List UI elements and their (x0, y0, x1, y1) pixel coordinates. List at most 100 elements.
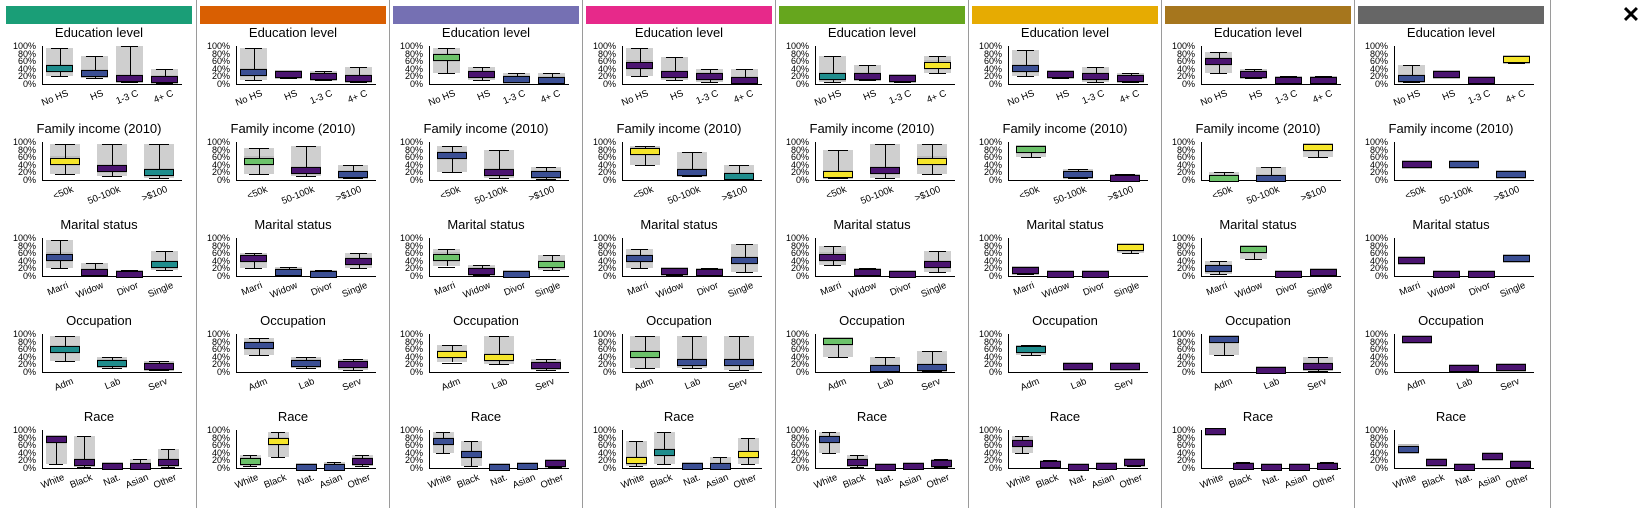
y-tick-label: 40% (597, 159, 616, 170)
panel-title: Race (856, 409, 888, 424)
whisker-cap-top (342, 358, 363, 360)
y-tick-label: 60% (790, 56, 809, 67)
whisker-cap-top (535, 166, 556, 168)
whisker-cap-bottom (148, 178, 169, 180)
y-tick-label: 40% (983, 159, 1002, 170)
y-tick-label: 20% (597, 455, 616, 466)
column-separator (775, 0, 776, 508)
whisker-cap-top (635, 335, 656, 337)
whisker-cap-bottom (85, 78, 104, 80)
whisker-line (140, 458, 141, 468)
whisker-cap-top (436, 431, 450, 433)
y-tick-label: 100% (1364, 329, 1388, 339)
whisker-cap-top (823, 55, 842, 57)
whisker-cap-top (630, 249, 649, 251)
panel-title: Family income (2010) (809, 121, 935, 136)
median-box (538, 261, 565, 269)
whisker-cap-top (349, 66, 368, 68)
median-box (530, 361, 561, 369)
y-axis-line (1394, 430, 1395, 468)
median-box (50, 345, 81, 353)
whisker-line (112, 143, 113, 177)
median-box (538, 76, 565, 84)
median-box (50, 157, 81, 165)
y-tick-label: 40% (17, 351, 36, 362)
panel-title: Marital status (640, 217, 718, 232)
median-box (516, 463, 538, 471)
whisker-cap-bottom (55, 360, 76, 362)
y-tick-label: 100% (1364, 137, 1388, 147)
y-axis-line (622, 238, 623, 276)
cluster-color-bar (6, 6, 192, 24)
median-box (310, 72, 337, 80)
y-tick-label: 40% (983, 255, 1002, 266)
y-tick-label: 20% (597, 71, 616, 82)
y-tick-label: 20% (17, 359, 36, 370)
whisker-line (358, 66, 360, 83)
median-box (1205, 57, 1232, 65)
whisker-cap-bottom (682, 368, 702, 370)
median-box (626, 255, 653, 263)
y-tick-label: 0% (988, 175, 1002, 185)
whisker-cap-bottom (1051, 78, 1070, 80)
median-box (337, 360, 368, 368)
median-box (351, 457, 373, 465)
y-tick-label: 20% (597, 263, 616, 274)
whisker-line (838, 337, 840, 357)
median-box (1047, 71, 1074, 78)
median-box (503, 75, 530, 83)
median-box (924, 261, 951, 269)
panel-title: Marital status (1412, 217, 1490, 232)
close-button[interactable]: ✕ (1621, 2, 1641, 27)
y-tick-label: 80% (211, 48, 230, 59)
y-tick-label: 0% (1181, 175, 1195, 185)
whisker-line (832, 55, 834, 83)
panel-title: Race (1435, 409, 1467, 424)
y-tick-label: 40% (983, 63, 1002, 74)
whisker-cap-bottom (858, 275, 877, 277)
panel-title: Occupation (1032, 313, 1098, 328)
whisker-cap-bottom (822, 452, 836, 454)
median-box (1240, 245, 1267, 253)
y-tick-label: 80% (597, 432, 616, 443)
whisker-cap-bottom (437, 72, 456, 74)
column-separator (389, 0, 390, 508)
y-tick-label: 80% (983, 432, 1002, 443)
y-axis-line (622, 142, 623, 180)
median-box (157, 458, 179, 466)
median-box (101, 463, 123, 471)
y-tick-label: 60% (790, 152, 809, 163)
whisker-cap-top (735, 68, 754, 70)
panel-title: Marital status (1219, 217, 1297, 232)
column-separator (968, 0, 969, 508)
y-tick-label: 0% (795, 463, 809, 473)
x-axis-line (42, 372, 182, 373)
whisker-cap-bottom (55, 174, 76, 176)
y-tick-label: 80% (404, 336, 423, 347)
whisker-cap-top (50, 239, 69, 241)
whisker-cap-top (713, 456, 727, 458)
whisker-cap-bottom (682, 176, 702, 178)
y-axis-line (1008, 238, 1009, 276)
y-axis-line (1394, 46, 1395, 84)
panel-title: Race (470, 409, 502, 424)
y-tick-label: 60% (17, 152, 36, 163)
x-axis-line (42, 276, 182, 277)
panel-title: Education level (1020, 25, 1110, 40)
y-tick-label: 0% (602, 463, 616, 473)
y-tick-label: 60% (211, 248, 230, 259)
panel-title: Occupation (66, 313, 132, 328)
whisker-cap-bottom (728, 370, 749, 372)
y-tick-label: 20% (211, 167, 230, 178)
whisker-cap-bottom (1016, 274, 1035, 276)
median-box (1117, 244, 1144, 251)
whisker-line (838, 149, 840, 179)
median-box (1047, 270, 1074, 278)
whisker-cap-bottom (875, 371, 895, 373)
whisker-cap-top (1209, 260, 1228, 262)
whisker-cap-top (1209, 51, 1228, 53)
y-tick-label: 100% (592, 329, 616, 339)
y-tick-label: 0% (409, 271, 423, 281)
y-tick-label: 0% (602, 175, 616, 185)
whisker-cap-top (489, 335, 509, 337)
